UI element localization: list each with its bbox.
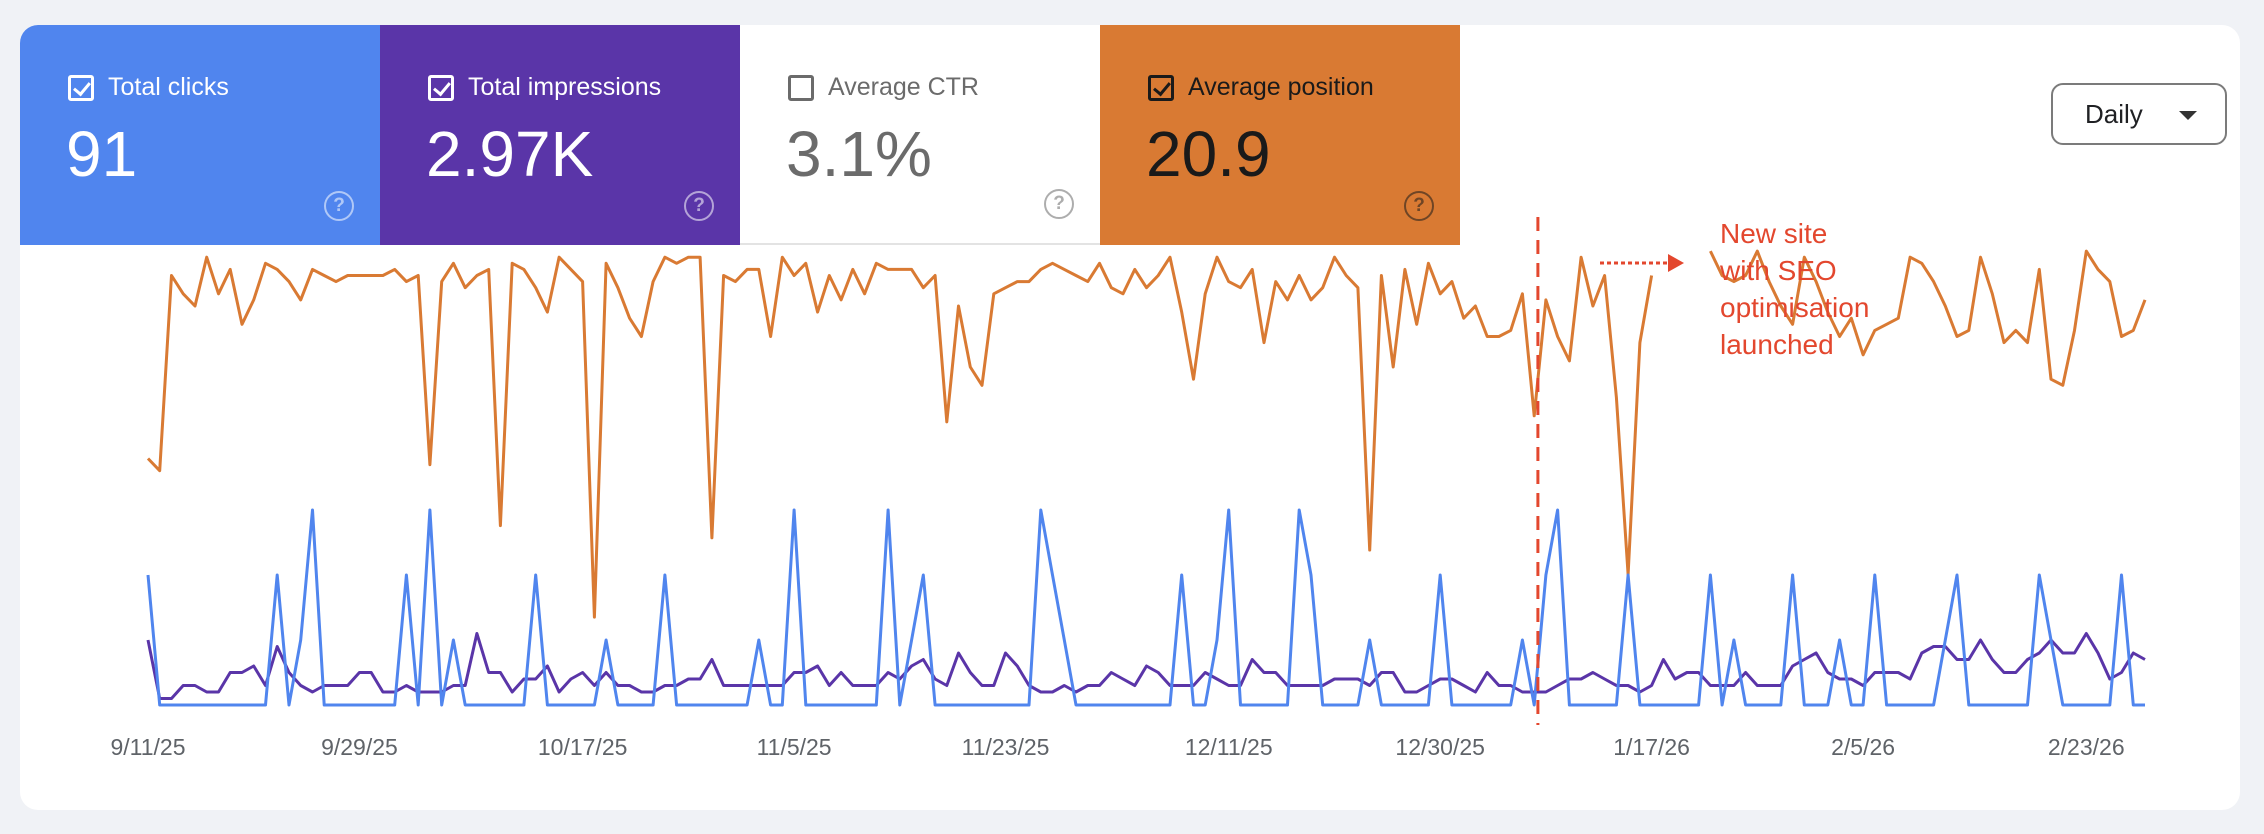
help-icon[interactable]: ? (1404, 191, 1434, 221)
x-tick-label: 10/17/25 (538, 734, 628, 760)
annotation-line: launched (1720, 329, 1834, 360)
x-tick-label: 11/5/25 (757, 734, 832, 760)
series-total-impressions-line (146, 632, 2146, 700)
checkbox-icon[interactable] (68, 74, 94, 101)
x-tick-label: 12/30/25 (1395, 734, 1485, 760)
x-tick-label: 2/5/26 (1831, 734, 1895, 760)
metric-tile-total-clicks[interactable]: Total clicks 91 ? (20, 25, 380, 245)
x-tick-label: 2/23/26 (2048, 734, 2125, 760)
x-tick-label: 11/23/25 (962, 734, 1050, 760)
metric-label: Total impressions (468, 73, 662, 101)
metric-tile-average-ctr[interactable]: Average CTR 3.1% ? (740, 25, 1100, 245)
checkbox-icon[interactable] (788, 74, 814, 101)
caret-down-icon (2179, 111, 2197, 120)
annotation-line: with SEO (1720, 255, 1837, 286)
x-tick-label: 1/17/26 (1613, 734, 1690, 760)
annotation-line: New site (1720, 218, 1828, 249)
checkbox-icon[interactable] (428, 74, 454, 101)
annotation-line: optimisation (1720, 292, 1870, 323)
help-icon[interactable]: ? (324, 191, 354, 221)
metric-value: 91 (66, 118, 138, 190)
series-total-clicks-line (146, 508, 2145, 707)
x-tick-label: 9/29/25 (321, 734, 398, 760)
metric-value: 2.97K (426, 118, 594, 190)
series-total-impressions (146, 632, 2146, 700)
annotation-arrowhead-icon (1668, 254, 1684, 272)
x-tick-label: 12/11/25 (1185, 734, 1273, 760)
launch-annotation: New site with SEO optimisation launched (1720, 215, 1869, 363)
metric-label: Average position (1188, 73, 1374, 101)
period-value: Daily (2085, 98, 2143, 129)
metric-value: 3.1% (786, 118, 932, 190)
help-icon[interactable]: ? (684, 191, 714, 221)
metric-tile-total-impressions[interactable]: Total impressions 2.97K ? (380, 25, 740, 245)
checkbox-icon[interactable] (1148, 74, 1174, 101)
series-average-position-line (146, 249, 2147, 619)
metric-label: Average CTR (828, 73, 979, 101)
metric-value: 20.9 (1146, 118, 1271, 190)
series-average-position (146, 249, 2147, 619)
period-dropdown[interactable]: Daily (2051, 83, 2227, 145)
performance-chart: 9/11/25 9/29/25 10/17/25 11/5/25 11/23/25 12/… (110, 217, 2147, 760)
help-icon[interactable]: ? (1044, 189, 1074, 219)
performance-card: Total clicks 91 ? Total impressions 2.97… (20, 25, 2240, 810)
metric-label: Total clicks (108, 73, 229, 101)
x-tick-label: 9/11/25 (110, 734, 185, 760)
metric-tile-average-position[interactable]: Average position 20.9 ? (1100, 25, 1460, 245)
series-total-clicks (146, 508, 2145, 707)
